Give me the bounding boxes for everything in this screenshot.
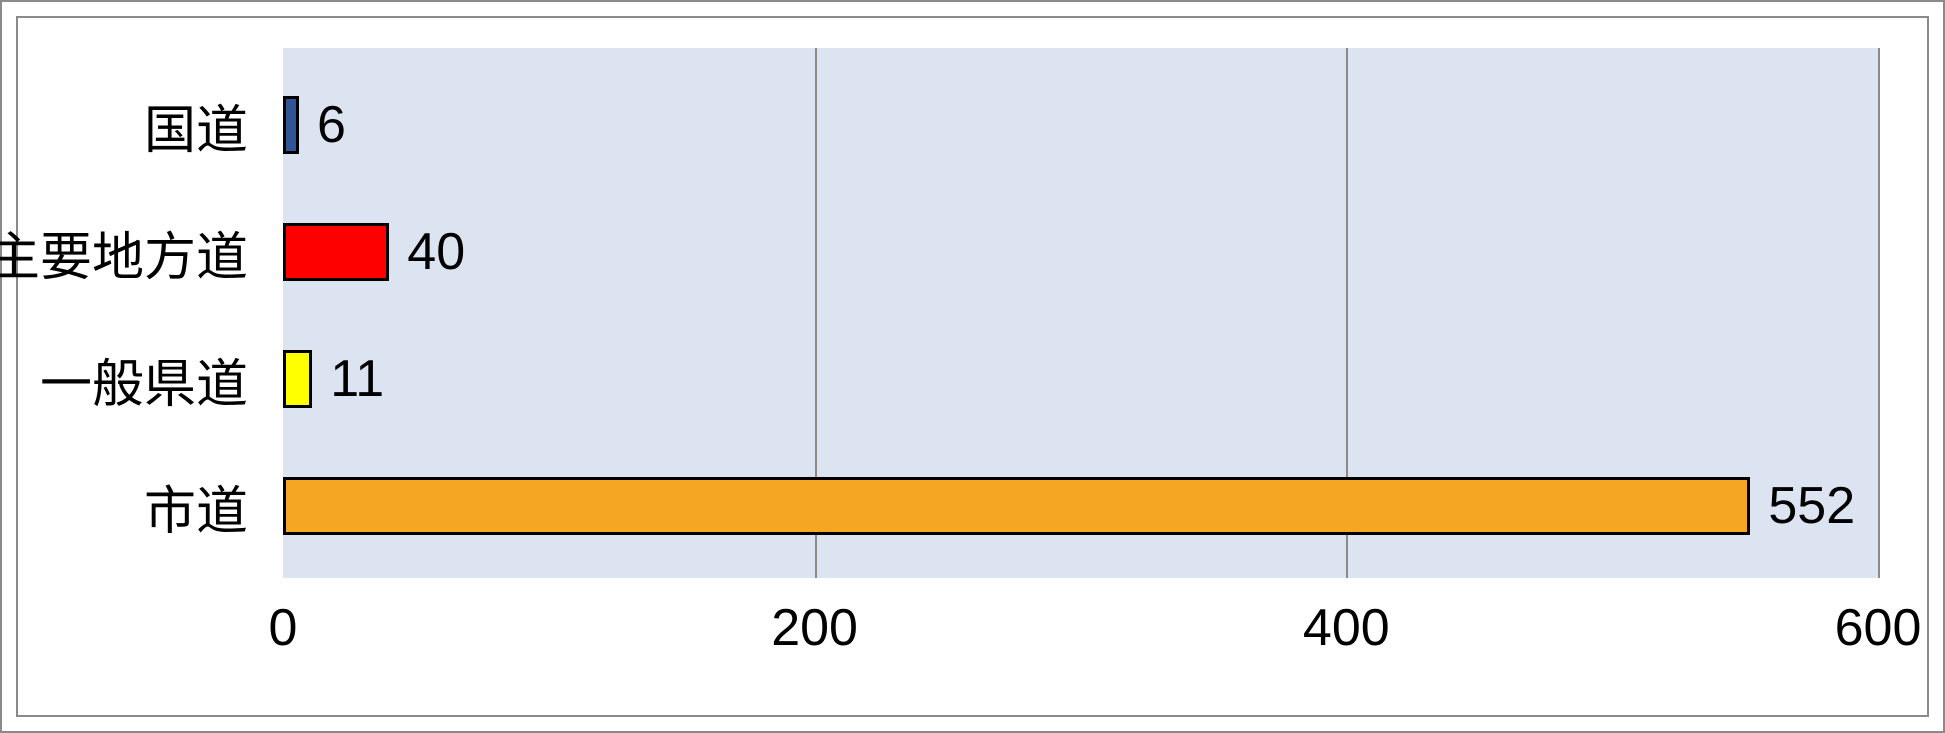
category-label-shidou: 市道 <box>144 469 248 544</box>
xtick-0: 0 <box>269 598 298 658</box>
value-label-kokudou: 6 <box>317 95 346 155</box>
chart-container: 国道 6 主要地方道 40 一般県道 11 市道 552 0 200 <box>0 0 1945 733</box>
value-label-shuyou: 40 <box>407 222 465 282</box>
bar-row-kokudou: 国道 6 <box>283 96 346 154</box>
chart-inner-border: 国道 6 主要地方道 40 一般県道 11 市道 552 0 200 <box>16 16 1929 717</box>
bar-ippan <box>283 350 312 408</box>
bar-row-shidou: 市道 552 <box>283 477 1855 535</box>
xtick-400: 400 <box>1303 598 1390 658</box>
bar-shidou <box>283 477 1750 535</box>
category-label-kokudou: 国道 <box>144 88 248 163</box>
category-label-ippan: 一般県道 <box>40 342 248 417</box>
bar-row-ippan: 一般県道 11 <box>283 350 384 408</box>
plot-area: 国道 6 主要地方道 40 一般県道 11 市道 552 <box>283 48 1878 578</box>
category-label-shuyou: 主要地方道 <box>0 215 248 290</box>
gridline-600 <box>1878 48 1880 578</box>
bar-shuyou <box>283 223 389 281</box>
xtick-200: 200 <box>771 598 858 658</box>
xtick-600: 600 <box>1835 598 1922 658</box>
value-label-shidou: 552 <box>1768 476 1855 536</box>
value-label-ippan: 11 <box>330 349 384 409</box>
bar-kokudou <box>283 96 299 154</box>
bar-row-shuyou: 主要地方道 40 <box>283 223 465 281</box>
